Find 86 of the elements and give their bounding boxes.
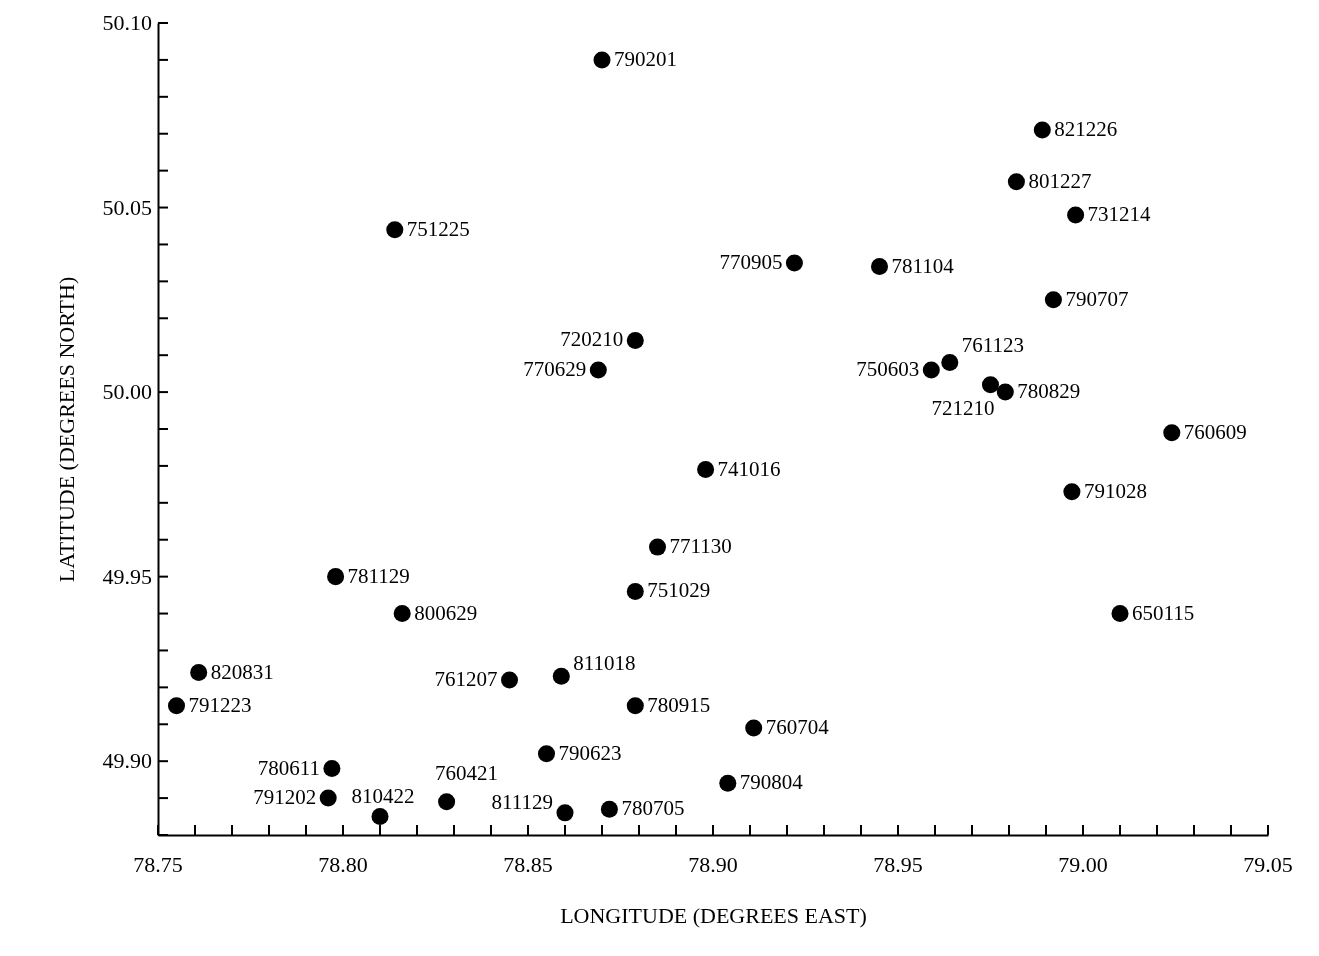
- annotation: 820831: [210, 659, 274, 684]
- point: [1044, 291, 1062, 309]
- annotation: 811129: [491, 789, 553, 814]
- point: [589, 361, 607, 379]
- annotation: 741016: [717, 456, 781, 481]
- point: [167, 697, 186, 715]
- point: [1033, 121, 1051, 139]
- x-tick-label: 79.05: [1243, 852, 1293, 877]
- annotation: 721210: [931, 395, 995, 420]
- point: [438, 793, 456, 811]
- point: [323, 760, 341, 778]
- point: [922, 361, 940, 379]
- annotation: 761207: [434, 666, 498, 691]
- point: [719, 774, 737, 792]
- point: [785, 254, 803, 272]
- annotation: 760609: [1183, 419, 1247, 444]
- annotation: 790707: [1065, 286, 1129, 311]
- point: [1063, 483, 1081, 501]
- point: [1111, 605, 1129, 623]
- point: [745, 719, 763, 737]
- annotation: 751029: [647, 578, 711, 603]
- point: [626, 331, 644, 349]
- y-tick-label: 50.10: [102, 10, 152, 35]
- point: [996, 383, 1014, 401]
- point: [371, 808, 389, 826]
- point: [1007, 173, 1025, 191]
- annotation: 801227: [1028, 168, 1092, 193]
- point: [319, 789, 337, 807]
- annotation: 790623: [558, 740, 622, 765]
- point: [552, 667, 570, 685]
- x-tick-label: 78.75: [133, 852, 183, 877]
- annotation: 780611: [257, 755, 320, 780]
- point: [941, 354, 959, 372]
- annotation: 761123: [961, 332, 1025, 357]
- point: [626, 697, 644, 715]
- annotation: 650115: [1132, 600, 1195, 625]
- point: [537, 745, 556, 763]
- x-tick-label: 78.90: [688, 852, 738, 877]
- annotation: 781129: [347, 563, 410, 588]
- point: [981, 376, 1000, 394]
- point: [648, 538, 667, 556]
- annotation: 780829: [1017, 379, 1081, 404]
- y-axis-title: LATITUDE (DEGREES NORTH): [53, 276, 79, 583]
- point: [600, 800, 618, 818]
- annotation: 760421: [435, 760, 499, 785]
- point: [626, 582, 644, 600]
- annotation: 751225: [406, 216, 470, 241]
- annotation: 760704: [765, 714, 830, 739]
- annotation: 810422: [351, 783, 415, 808]
- annotation: 770629: [523, 356, 587, 381]
- annotation: 790804: [739, 770, 804, 795]
- y-tick-label: 49.95: [102, 563, 152, 589]
- point: [190, 664, 208, 682]
- point: [1067, 206, 1085, 224]
- x-tick-label: 78.95: [873, 852, 923, 877]
- point: [327, 568, 345, 586]
- annotation: 780705: [621, 796, 685, 821]
- point: [697, 461, 715, 479]
- annotation: 791202: [253, 785, 317, 810]
- x-tick-label: 78.80: [318, 852, 368, 877]
- y-tick-label: 50.00: [102, 379, 152, 405]
- annotation: 790201: [614, 46, 677, 71]
- x-tick-label: 79.00: [1058, 852, 1108, 877]
- point: [870, 258, 889, 276]
- point: [386, 221, 404, 239]
- annotation: 750603: [856, 356, 920, 381]
- annotation: 811018: [573, 651, 636, 676]
- x-axis-title: LONGITUDE (DEGREES EAST): [560, 902, 867, 928]
- point: [500, 671, 519, 689]
- annotation: 731214: [1087, 201, 1152, 226]
- y-tick-label: 49.90: [102, 748, 152, 774]
- point: [1163, 424, 1181, 442]
- annotation: 821226: [1054, 117, 1118, 142]
- annotation: 770905: [719, 249, 783, 274]
- annotation: 771130: [669, 534, 732, 559]
- point: [556, 804, 574, 822]
- point: [593, 51, 611, 69]
- annotation: 791223: [188, 692, 252, 717]
- x-tick-label: 78.85: [503, 852, 553, 877]
- y-tick-label: 50.05: [102, 194, 152, 220]
- annotation: 800629: [414, 600, 478, 625]
- annotation: 780915: [647, 692, 711, 717]
- annotation: 781104: [891, 253, 955, 278]
- annotation: 791028: [1083, 478, 1147, 503]
- annotation: 720210: [560, 327, 624, 352]
- point: [393, 605, 411, 623]
